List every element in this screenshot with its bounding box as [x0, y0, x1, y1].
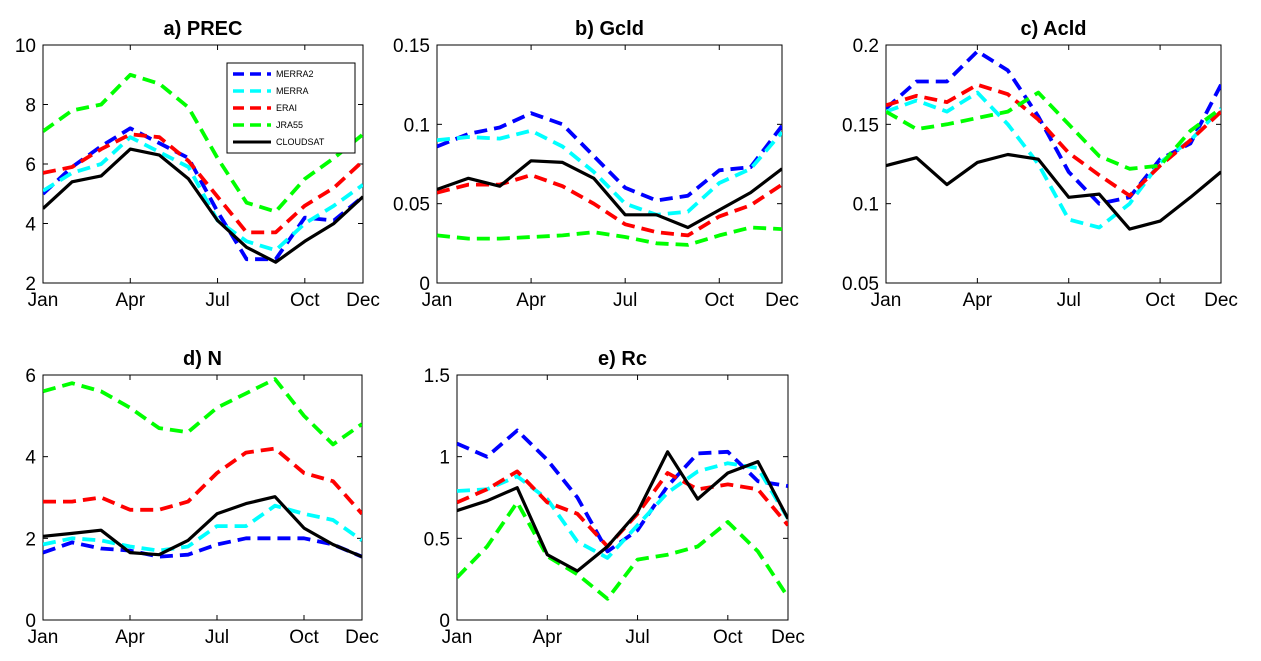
- x-tick-label: Apr: [516, 290, 546, 311]
- x-tick-label: Apr: [963, 290, 993, 311]
- y-tick-label: 2: [25, 529, 36, 550]
- series-line-erai: [886, 82, 1221, 198]
- y-tick-label: 0.2: [853, 36, 879, 57]
- series-line-cloudsat: [457, 450, 788, 573]
- series-line-jra55: [43, 377, 362, 447]
- y-tick-label: 0.1: [404, 115, 430, 136]
- x-tick-label: Jan: [871, 290, 902, 311]
- x-tick-label: Dec: [346, 290, 380, 311]
- axes-box: [42, 374, 363, 621]
- x-tick-label: Jul: [1057, 290, 1081, 311]
- series-line-erai: [437, 173, 782, 238]
- chart-panel-4: d) N 0 2 4 6 Jan Apr Jul Oct Dec: [25, 348, 378, 648]
- x-tick-label: Apr: [115, 290, 145, 311]
- series-line-merra2: [437, 111, 782, 203]
- x-tick-label: Jul: [205, 627, 229, 648]
- x-tick-label: Jan: [442, 627, 473, 648]
- series-line-merra: [457, 461, 788, 560]
- legend: MERRA2 MERRA ERAI JRA55 CLOUDSAT: [226, 62, 356, 154]
- legend-label-cloudsat: CLOUDSAT: [276, 137, 325, 147]
- series-line-merra2: [43, 536, 362, 559]
- chart-panel-5: e) Rc 0 0.5 1 1.5 Jan Apr Jul Oct Dec: [424, 348, 805, 648]
- y-tick-label: 6: [25, 366, 36, 387]
- x-tick-label: Oct: [290, 290, 320, 311]
- x-tick-label: Jul: [613, 290, 637, 311]
- series-line-cloudsat: [43, 495, 362, 559]
- legend-label-jra55: JRA55: [276, 120, 303, 130]
- y-tick-label: 0.5: [424, 529, 450, 550]
- x-tick-label: Dec: [1204, 290, 1238, 311]
- series-line-erai: [43, 132, 363, 235]
- x-tick-label: Jan: [422, 290, 453, 311]
- x-tick-label: Oct: [289, 627, 319, 648]
- y-tick-label: 1: [439, 448, 450, 469]
- chart-panel-2: b) Gcld 0 0.05 0.1 0.15 Jan Apr Jul Oct Dec: [393, 18, 799, 311]
- y-tick-label: 0.1: [853, 195, 879, 216]
- panel-title: a) PREC: [164, 18, 243, 40]
- panel-title: e) Rc: [598, 348, 647, 370]
- x-tick-label: Jul: [625, 627, 649, 648]
- chart-panel-3: c) Acld 0.05 0.1 0.15 0.2 Jan Apr Jul Oct Dec: [842, 18, 1238, 311]
- y-tick-label: 4: [25, 448, 36, 469]
- panel-title: b) Gcld: [575, 18, 644, 40]
- y-tick-label: 0: [419, 274, 430, 295]
- y-tick-label: 0.15: [842, 115, 879, 136]
- panel-title: d) N: [183, 348, 222, 370]
- series-line-cloudsat: [437, 159, 782, 230]
- series-line-cloudsat: [886, 152, 1221, 231]
- y-tick-label: 0.05: [842, 274, 879, 295]
- series-line-jra55: [457, 500, 788, 601]
- x-tick-label: Oct: [704, 290, 734, 311]
- series-line-cloudsat: [43, 147, 363, 264]
- x-tick-label: Jul: [205, 290, 229, 311]
- series-line-jra55: [43, 72, 363, 214]
- legend-box: [226, 62, 356, 154]
- axes-box: [456, 374, 789, 621]
- x-tick-label: Jan: [28, 627, 59, 648]
- series-line-jra55: [437, 225, 782, 247]
- y-tick-label: 8: [25, 96, 36, 117]
- series-line-merra: [437, 128, 782, 217]
- axes-box: [436, 44, 783, 284]
- x-tick-label: Jan: [28, 290, 59, 311]
- legend-label-erai: ERAI: [276, 103, 297, 113]
- series-line-merra: [886, 90, 1221, 230]
- series-line-merra2: [886, 49, 1221, 206]
- y-tick-label: 4: [25, 215, 36, 236]
- y-tick-label: 6: [25, 155, 36, 176]
- x-tick-label: Dec: [771, 627, 805, 648]
- y-tick-label: 0: [25, 611, 36, 632]
- x-tick-label: Oct: [713, 627, 743, 648]
- x-tick-label: Dec: [765, 290, 799, 311]
- series-line-erai: [43, 446, 362, 516]
- y-tick-label: 1.5: [424, 366, 450, 387]
- y-tick-label: 0: [439, 611, 450, 632]
- chart-panel-1: a) PREC 2 4 6 8 10 Jan Apr Jul Oct Dec MERRA2 MERRA E…: [15, 18, 380, 311]
- legend-label-merra: MERRA: [276, 86, 309, 96]
- x-tick-label: Dec: [345, 627, 379, 648]
- y-tick-label: 10: [15, 36, 36, 57]
- series-line-jra55: [886, 90, 1221, 171]
- legend-label-merra2: MERRA2: [276, 69, 314, 79]
- panel-title: c) Acld: [1021, 18, 1087, 40]
- y-tick-label: 0.05: [393, 195, 430, 216]
- y-tick-label: 0.15: [393, 36, 430, 57]
- x-tick-label: Apr: [115, 627, 145, 648]
- series-line-merra2: [43, 126, 363, 262]
- y-tick-label: 2: [25, 274, 36, 295]
- x-tick-label: Apr: [532, 627, 562, 648]
- series-line-merra: [43, 503, 362, 553]
- series-line-merra: [43, 135, 363, 253]
- x-tick-label: Oct: [1145, 290, 1175, 311]
